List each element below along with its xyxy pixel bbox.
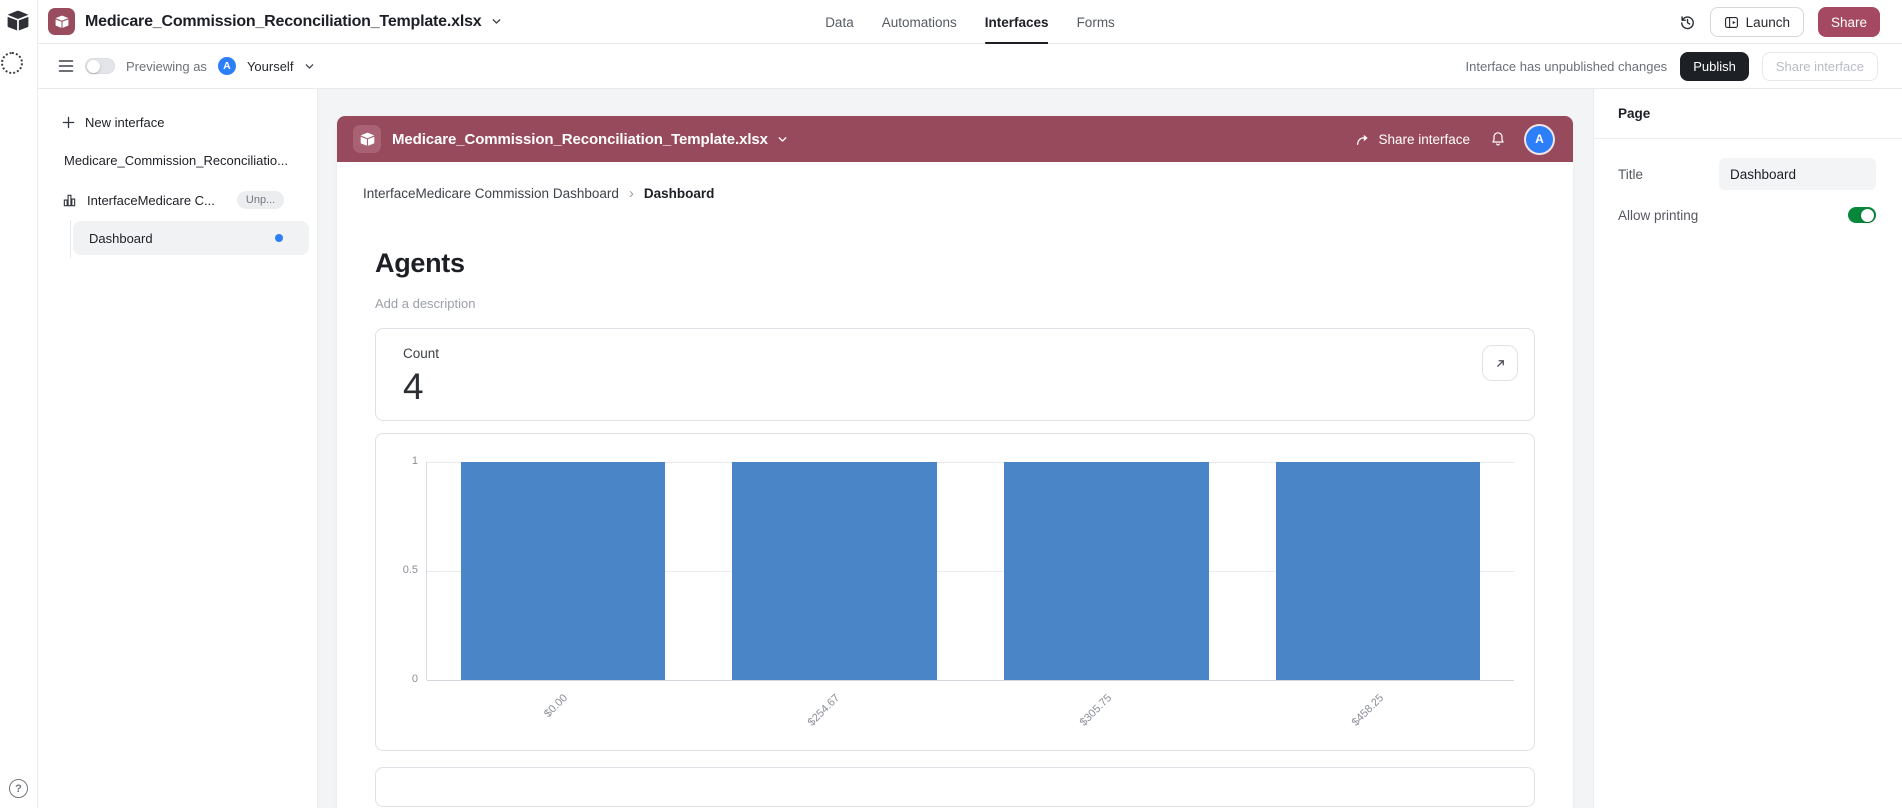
settings-panel-title: Page [1594, 89, 1902, 139]
chevron-down-icon[interactable] [304, 61, 315, 72]
new-interface-label: New interface [85, 114, 165, 130]
count-card: Count 4 [375, 328, 1535, 421]
title-input[interactable] [1719, 158, 1876, 190]
bar[interactable] [460, 462, 666, 680]
y-tick-label: 1 [411, 455, 418, 467]
next-element-card [375, 767, 1535, 807]
avatar[interactable]: A [1526, 125, 1553, 153]
bell-icon[interactable] [1490, 131, 1506, 147]
tab-data[interactable]: Data [825, 14, 854, 30]
preview-toggle[interactable] [85, 58, 115, 74]
x-tick-label: $0.00 [542, 692, 571, 720]
sidebar-item-dashboard[interactable]: Dashboard [73, 221, 309, 255]
sidebar-item-interface-group[interactable]: InterfaceMedicare C... Unp... [38, 185, 317, 215]
x-tick-label: $305.75 [1077, 692, 1115, 729]
bar[interactable] [732, 462, 937, 680]
expand-button[interactable] [1482, 345, 1518, 381]
arrow-up-right-icon [1494, 357, 1507, 370]
hamburger-menu-icon[interactable] [58, 59, 74, 73]
help-glyph: ? [15, 782, 22, 795]
breadcrumb-current: Dashboard [643, 186, 715, 201]
indent-guide [70, 220, 71, 258]
breadcrumb: InterfaceMedicare Commission Dashboard ›… [363, 185, 1547, 202]
title-field-label: Title [1618, 166, 1644, 182]
bar-chart-card: 0 0.5 1 $0.00 $254.67 $305.75 $458.25 [375, 433, 1535, 751]
chevron-down-icon[interactable] [777, 134, 788, 145]
help-icon[interactable]: ? [9, 779, 28, 798]
chart-plot [426, 462, 1514, 681]
header-share-label: Share interface [1378, 131, 1470, 147]
base-title[interactable]: Medicare_Commission_Reconciliation_Templ… [85, 12, 482, 30]
count-value: 4 [403, 366, 424, 407]
top-bar: Medicare_Commission_Reconciliation_Templ… [38, 0, 1902, 44]
breadcrumb-parent[interactable]: InterfaceMedicare Commission Dashboard [363, 186, 619, 201]
bar[interactable] [1275, 462, 1481, 680]
page-settings-panel: Page Title Allow printing [1593, 89, 1902, 808]
allow-printing-toggle[interactable] [1848, 207, 1876, 223]
tab-interfaces[interactable]: Interfaces [985, 0, 1049, 44]
chart-x-axis: $0.00 $254.67 $305.75 $458.25 [426, 680, 1514, 750]
x-tick-label: $458.25 [1349, 692, 1387, 729]
launch-label: Launch [1745, 14, 1790, 30]
y-tick-label: 0 [411, 673, 418, 685]
new-interface-button[interactable]: New interface [38, 107, 317, 137]
airtable-logo-icon[interactable] [5, 8, 31, 34]
page-title[interactable]: Agents [375, 248, 465, 278]
gridline [427, 462, 1514, 463]
interface-app-header: Medicare_Commission_Reconciliation_Templ… [337, 116, 1573, 162]
chart-y-axis: 0 0.5 1 [394, 455, 426, 685]
gridline [427, 571, 1514, 572]
allow-printing-label: Allow printing [1618, 207, 1699, 223]
main-nav: Data Automations Interfaces Forms [825, 0, 1115, 44]
avatar[interactable]: A [217, 57, 236, 75]
toggle-knob [1861, 208, 1874, 222]
dashboard-page-label: Dashboard [89, 230, 153, 246]
share-interface-button[interactable]: Share interface [1761, 52, 1878, 81]
plus-icon [62, 116, 75, 129]
count-label: Count [403, 346, 440, 361]
preview-bar: Previewing as A Yourself Interface has u… [38, 44, 1902, 89]
app-rail: ? [0, 0, 38, 808]
interface-preview-area: Medicare_Commission_Reconciliation_Templ… [318, 89, 1593, 808]
x-tick-label: $254.67 [805, 692, 843, 729]
y-tick-label: 0.5 [402, 564, 418, 576]
breadcrumb-separator-icon: › [628, 185, 634, 202]
interfaces-sidebar: New interface Medicare_Commission_Reconc… [38, 89, 318, 808]
history-icon[interactable] [1679, 14, 1696, 31]
base-name-label: Medicare_Commission_Reconciliatio... [64, 152, 288, 168]
share-label: Share [1830, 14, 1867, 30]
base-icon [48, 8, 75, 35]
loading-spinner-icon [1, 52, 23, 74]
gridline [427, 680, 1514, 681]
toggle-knob [87, 59, 100, 73]
share-button[interactable]: Share [1817, 7, 1880, 37]
chevron-down-icon[interactable] [491, 16, 502, 27]
description-placeholder[interactable]: Add a description [375, 296, 476, 311]
publish-button[interactable]: Publish [1680, 52, 1749, 81]
interface-group-label: InterfaceMedicare C... [87, 192, 215, 208]
base-icon [353, 125, 381, 153]
previewing-as-label: Previewing as [126, 58, 207, 74]
bar[interactable] [1004, 462, 1209, 680]
sidebar-item-base[interactable]: Medicare_Commission_Reconciliatio... [38, 145, 317, 175]
topbar-actions: Launch Share [1679, 0, 1880, 44]
bar-chart-icon [62, 193, 77, 208]
unsaved-dot [275, 234, 283, 242]
base-switcher[interactable]: Medicare_Commission_Reconciliation_Templ… [38, 8, 502, 35]
unpublished-status: Interface has unpublished changes [1465, 59, 1668, 74]
viewer-name[interactable]: Yourself [246, 58, 294, 74]
tab-automations[interactable]: Automations [881, 14, 957, 30]
page-card: Medicare_Commission_Reconciliation_Templ… [337, 116, 1573, 808]
share-out-icon [1355, 132, 1370, 147]
unpublished-badge: Unp... [236, 191, 285, 209]
interface-title[interactable]: Medicare_Commission_Reconciliation_Templ… [392, 130, 768, 148]
header-share-interface-button[interactable]: Share interface [1355, 132, 1470, 147]
launch-button[interactable]: Launch [1709, 7, 1804, 37]
tab-forms[interactable]: Forms [1076, 14, 1115, 30]
